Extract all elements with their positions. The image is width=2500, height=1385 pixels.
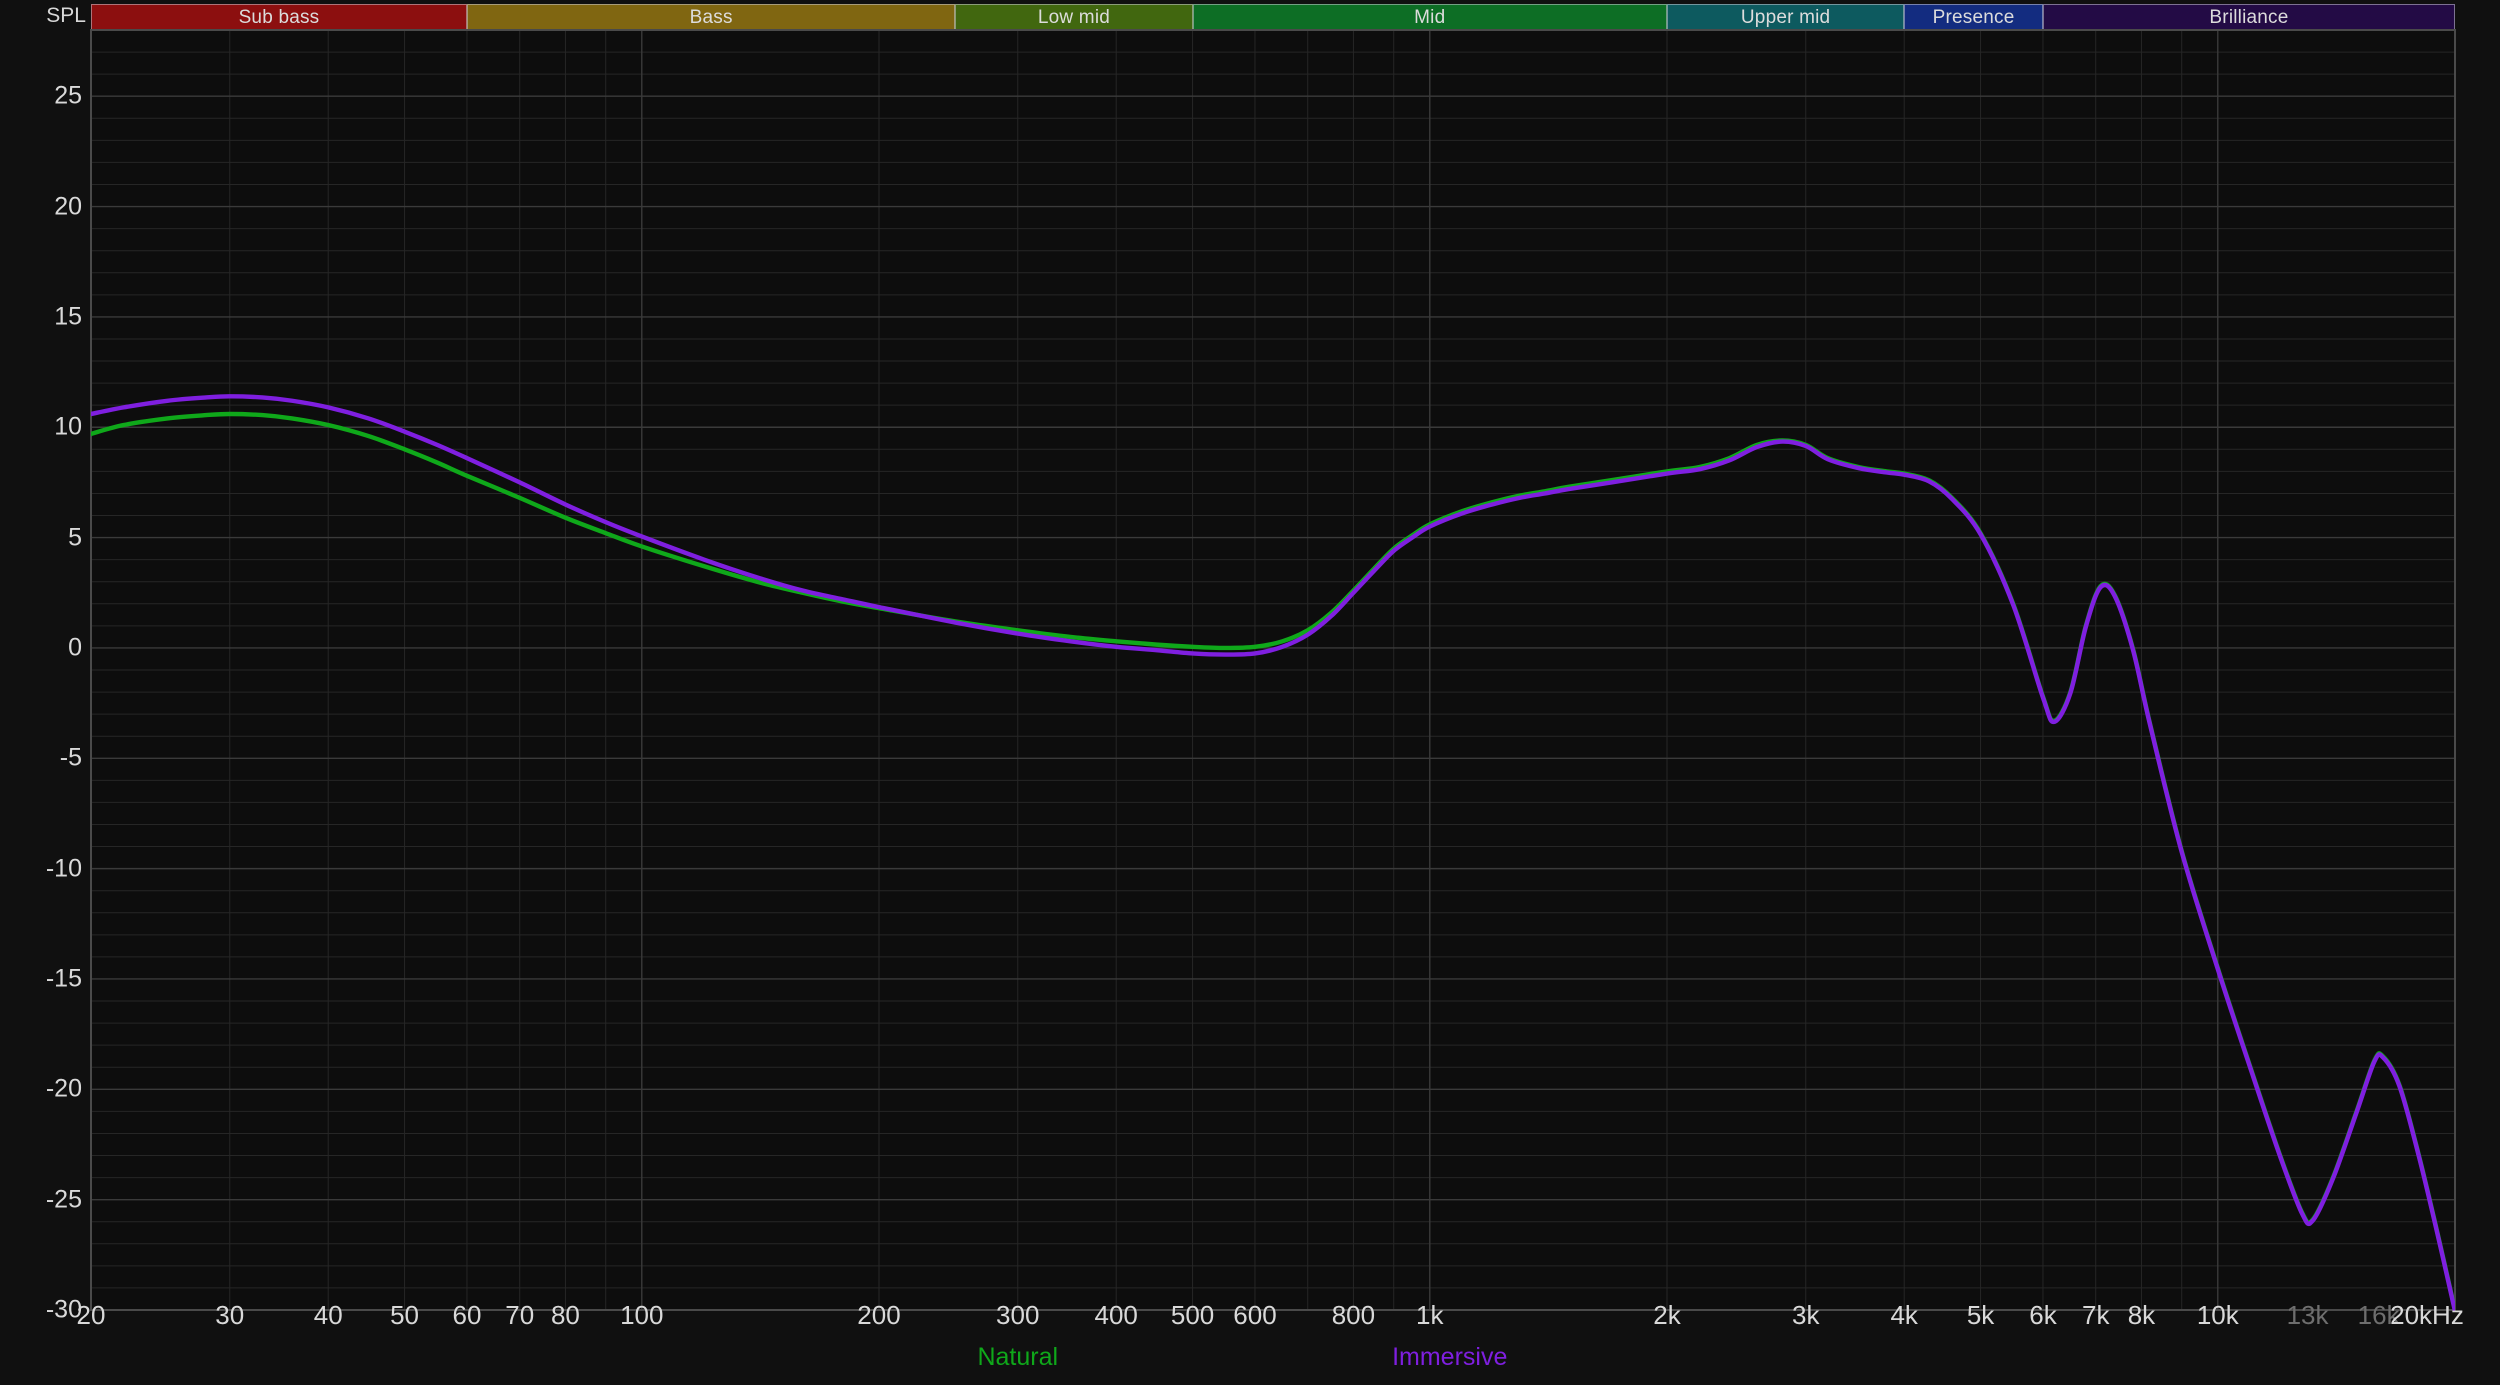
x-tick-label: 6k: [2029, 1300, 2057, 1330]
y-tick-label: -10: [45, 854, 82, 883]
x-tick-label: 50: [390, 1300, 420, 1330]
band-label: Brilliance: [2209, 6, 2289, 28]
x-tick-label: 30: [215, 1300, 245, 1330]
plot-border: [90, 29, 2456, 1311]
band-bass[interactable]: Bass: [466, 4, 956, 30]
y-tick-label: -20: [45, 1074, 82, 1103]
frequency-band-strip: Sub bass Bass Low mid Mid Upper mid Presence B…: [0, 4, 2500, 30]
band-label: Mid: [1414, 6, 1446, 28]
x-tick-label: 16k: [2357, 1300, 2400, 1330]
y-tick-label: 0: [68, 633, 82, 662]
x-tick-label: 40: [313, 1300, 343, 1330]
x-tick-label: 60: [452, 1300, 482, 1330]
y-tick-label: 20: [54, 192, 82, 221]
x-tick-label: 10k: [2196, 1300, 2239, 1330]
x-tick-label: 13k: [2286, 1300, 2329, 1330]
band-presence[interactable]: Presence: [1904, 4, 2043, 30]
spl-axis-caption: SPL: [46, 4, 86, 27]
x-tick-label: 20: [76, 1300, 106, 1330]
band-label: Upper mid: [1740, 6, 1831, 28]
x-tick-label: 400: [1094, 1300, 1138, 1330]
series-legend: Natural Immersive: [0, 1345, 2500, 1381]
y-tick-label: 10: [54, 412, 82, 441]
x-tick-label: 2k: [1653, 1300, 1681, 1330]
x-tick-label: 20kHz: [2390, 1300, 2464, 1330]
x-tick-label: 1k: [1416, 1300, 1444, 1330]
x-tick-label: 80: [550, 1300, 580, 1330]
y-tick-label: -15: [45, 964, 82, 993]
y-tick-label: 15: [54, 302, 82, 331]
legend-item-natural[interactable]: Natural: [977, 1343, 1059, 1371]
band-label: Bass: [689, 6, 733, 28]
band-mid[interactable]: Mid: [1192, 4, 1667, 30]
y-tick-label: 5: [68, 523, 82, 552]
x-tick-label: 4k: [1890, 1300, 1918, 1330]
band-label: Sub bass: [238, 6, 320, 28]
x-tick-label: 800: [1331, 1300, 1376, 1330]
y-tick-label: 25: [54, 81, 82, 110]
band-label: Low mid: [1037, 6, 1111, 28]
y-tick-label: -5: [59, 743, 82, 772]
y-axis-ticks: 25 20 15 10 5 0 -5 -10 -15 -20 -25 -30: [4, 0, 82, 1385]
x-tick-label: 600: [1233, 1300, 1277, 1330]
x-tick-label: 5k: [1966, 1300, 1995, 1330]
x-tick-label: 100: [620, 1300, 664, 1330]
x-tick-label: 300: [996, 1300, 1040, 1330]
x-tick-label: 3k: [1792, 1300, 1820, 1330]
legend-item-immersive[interactable]: Immersive: [1392, 1343, 1508, 1371]
band-brilliance[interactable]: Brilliance: [2042, 4, 2455, 30]
x-tick-label: 500: [1170, 1300, 1215, 1330]
band-upper-mid[interactable]: Upper mid: [1667, 4, 1905, 30]
x-tick-label: 7k: [2081, 1300, 2110, 1330]
y-tick-label: -25: [45, 1185, 82, 1214]
band-label: Presence: [1932, 6, 2015, 28]
x-tick-label: 200: [857, 1300, 901, 1330]
series-line-immersive: [91, 394, 2455, 1312]
y-tick-label: -30: [45, 1295, 82, 1324]
x-tick-label: 8k: [2127, 1300, 2156, 1330]
x-tick-label: 70: [505, 1300, 535, 1330]
